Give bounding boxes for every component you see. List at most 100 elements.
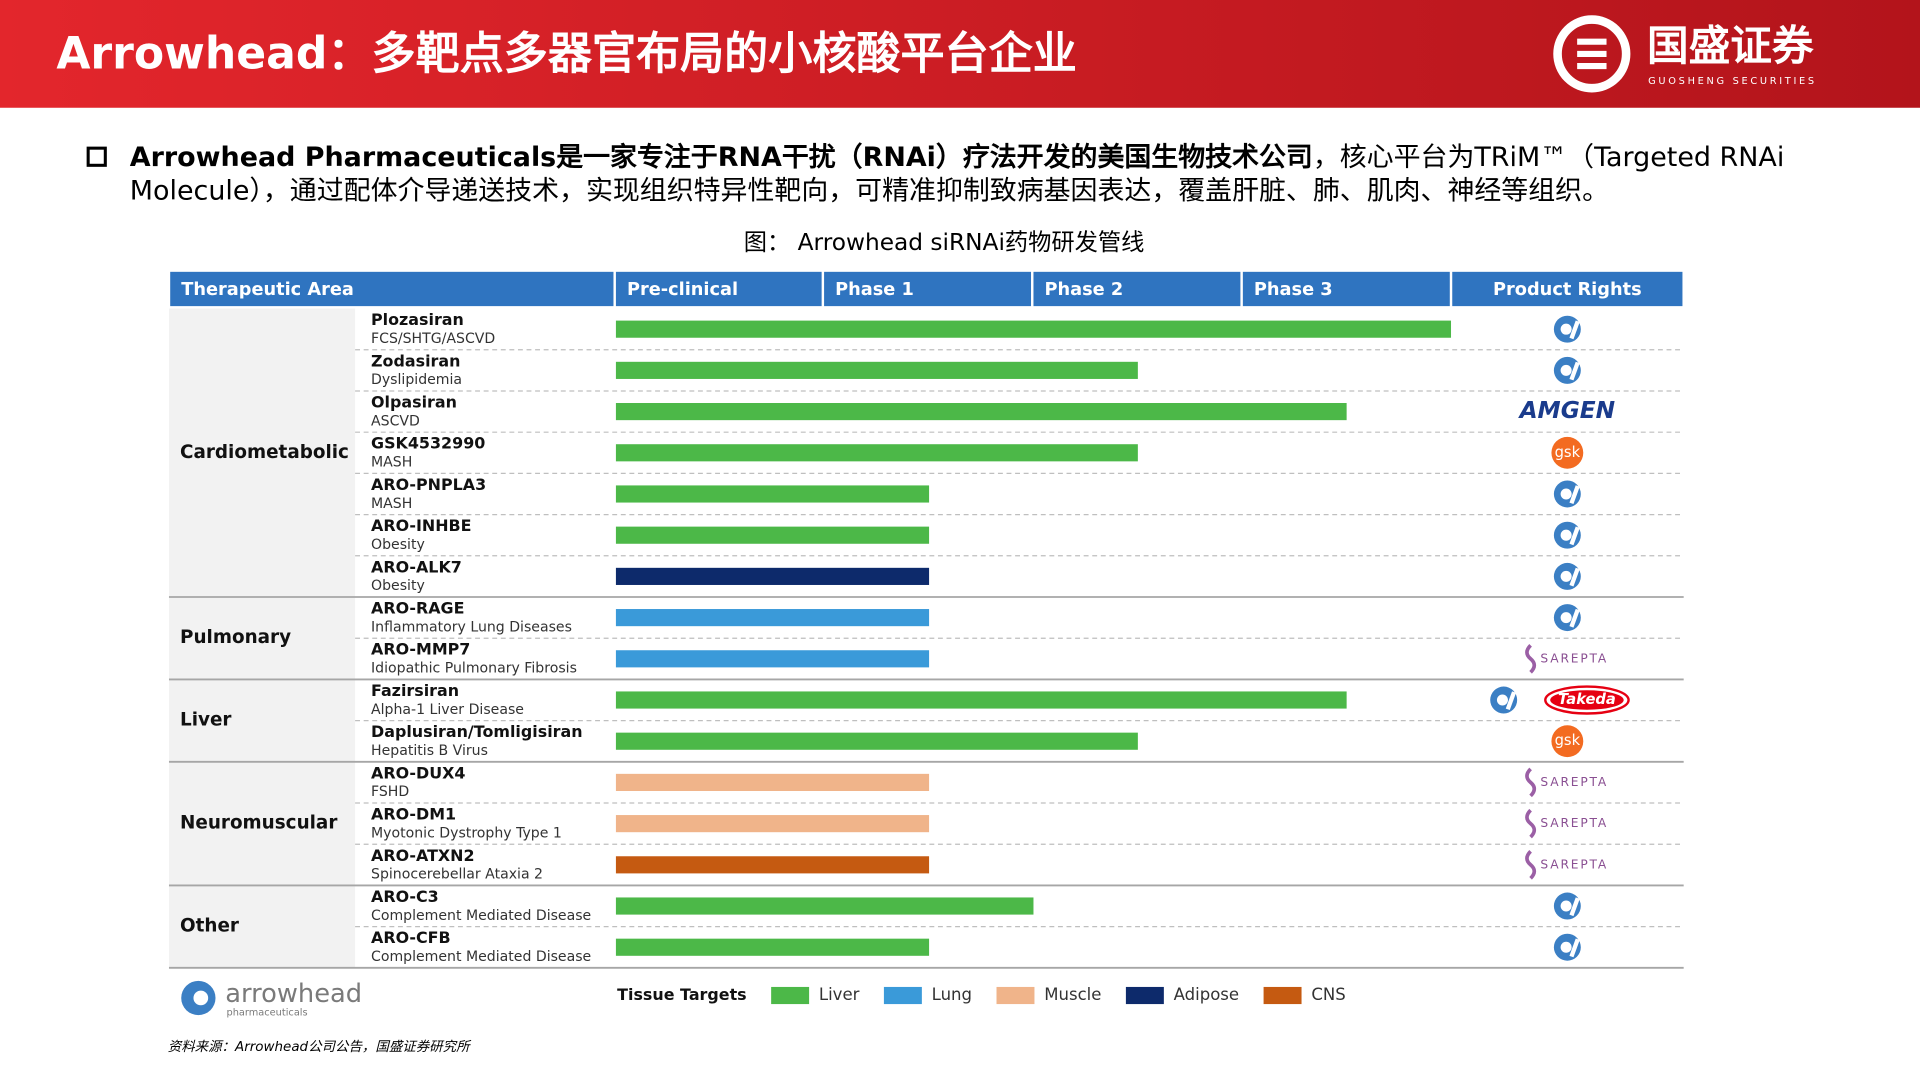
therapeutic-area: Neuromuscular [180, 813, 337, 834]
column-header: Pre-clinical [627, 280, 738, 300]
legend-swatch [883, 986, 922, 1005]
partner-mark [1525, 808, 1537, 839]
arrowhead-logo-inner [1560, 612, 1572, 624]
pipeline-bar [615, 526, 930, 544]
indication: ASCVD [371, 413, 420, 429]
therapeutic-area: Pulmonary [180, 627, 291, 648]
drug-name: Zodasiran [371, 351, 460, 370]
pipeline-bar [615, 815, 930, 833]
company-logo: arrowhead pharmaceuticals [181, 979, 362, 1019]
arrowhead-logo-inner [1560, 900, 1572, 912]
drug-name: ARO-ATXN2 [371, 846, 475, 865]
figure-caption: 图： Arrowhead siRNAi药物研发管线 [744, 229, 1145, 256]
indication: Complement Mediated Disease [371, 908, 591, 924]
brand-sub: GUOSHENG SECURITIES [1648, 76, 1817, 87]
header-cell [824, 271, 1032, 307]
partner-badge [1551, 725, 1584, 758]
arrowhead-logo-bar [1569, 320, 1580, 340]
pipeline-bar [615, 320, 1452, 338]
indication: FCS/SHTG/ASCVD [371, 331, 495, 347]
indication: MASH [371, 496, 412, 512]
drug-name: ARO-C3 [371, 887, 439, 906]
header-cell [170, 271, 614, 307]
intro-rest: ，核心平台为TRiM™（Targeted RNAi [1313, 141, 1784, 172]
pipeline-bar [615, 567, 930, 585]
drug-name: GSK4532990 [371, 434, 485, 453]
indication: Myotonic Dystrophy Type 1 [371, 825, 562, 841]
pipeline-bar [615, 691, 1347, 709]
legend-label: Adipose [1174, 985, 1239, 1004]
partner-logo: SAREPTA [1540, 651, 1608, 665]
bullet [86, 146, 107, 167]
drug-name: ARO-ALK7 [371, 557, 462, 576]
drug-name: ARO-MMP7 [371, 640, 470, 659]
intro-line: Molecule），通过配体介导递送技术，实现组织特异性靶向，可精准抑制致病基因… [130, 176, 1609, 207]
company-name: arrowhead [225, 979, 362, 1009]
arrowhead-logo-inner [1560, 529, 1572, 541]
drug-name: ARO-CFB [371, 928, 451, 947]
arrowhead-logo-inner [1560, 323, 1572, 335]
header-cell [1452, 271, 1683, 307]
pipeline-bar [615, 732, 1138, 750]
arrowhead-logo-bar [1569, 361, 1580, 381]
indication: Alpha-1 Liver Disease [371, 702, 524, 718]
header-cell [1242, 271, 1450, 307]
pipeline-bar [615, 773, 930, 791]
indication: Obesity [371, 537, 425, 553]
partner-logo: SAREPTA [1540, 775, 1608, 789]
legend-swatch [771, 986, 810, 1005]
column-header: Phase 3 [1254, 280, 1333, 300]
pipeline-bar [615, 650, 930, 668]
indication: Hepatitis B Virus [371, 743, 488, 759]
partner-mark [1525, 767, 1537, 798]
company-sub: pharmaceuticals [227, 1008, 308, 1019]
legend-title: Tissue Targets [617, 985, 747, 1004]
arrowhead-logo-bar [1569, 897, 1580, 917]
drug-name: ARO-PNPLA3 [371, 475, 486, 494]
indication: Dyslipidemia [371, 372, 462, 388]
intro-line: Arrowhead Pharmaceuticals是一家专注于RNA干扰（RNA… [130, 140, 1785, 172]
arrowhead-logo-bar [1569, 526, 1580, 546]
legend-swatch [1125, 986, 1164, 1005]
arrowhead-logo-bar [1569, 608, 1580, 628]
legend-swatch [1263, 986, 1302, 1005]
pipeline-bar [615, 856, 930, 874]
indication: MASH [371, 455, 412, 471]
partner-logo: gsk [1555, 444, 1581, 461]
column-header: Phase 1 [835, 280, 914, 300]
indication: Idiopathic Pulmonary Fibrosis [371, 661, 577, 677]
arrowhead-logo-inner [1560, 570, 1572, 582]
column-header: Therapeutic Area [181, 280, 354, 300]
arrowhead-logo-inner [1560, 364, 1572, 376]
pipeline-bar [615, 938, 930, 956]
legend-label: Liver [819, 985, 860, 1004]
source-note: 资料来源：Arrowhead公司公告，国盛证券研究所 [168, 1039, 472, 1055]
column-header: Phase 2 [1044, 280, 1123, 300]
drug-name: ARO-RAGE [371, 599, 464, 618]
indication: Spinocerebellar Ataxia 2 [371, 867, 543, 883]
legend-swatch [996, 986, 1035, 1005]
legend-label: CNS [1311, 985, 1345, 1004]
arrowhead-logo-inner [1496, 694, 1508, 706]
area-column [168, 308, 356, 968]
pipeline-bar [615, 444, 1138, 462]
partner-mark [1525, 850, 1537, 880]
pipeline-bar [615, 361, 1138, 379]
partner-logo: AMGEN [1518, 397, 1616, 424]
partner-mark [1525, 644, 1537, 674]
legend-label: Lung [932, 985, 972, 1004]
slide-title: Arrowhead：多靶点多器官布局的小核酸平台企业 [56, 28, 1077, 79]
brand-logo: 国盛证券 GUOSHENG SECURITIES [1553, 15, 1817, 93]
pipeline-bar [615, 609, 930, 627]
column-header: Product Rights [1493, 280, 1642, 300]
drug-name: Plozasiran [371, 310, 464, 329]
header-cell [1033, 271, 1241, 307]
intro-bold: Arrowhead Pharmaceuticals是一家专注于RNA干扰（RNA… [130, 140, 1313, 172]
drug-name: ARO-INHBE [371, 516, 472, 535]
drug-name: ARO-DM1 [371, 805, 456, 824]
arrowhead-logo-inner [1560, 941, 1572, 953]
partner-logo: SAREPTA [1540, 857, 1608, 871]
drug-name: Daplusiran/Tomligisiran [371, 722, 583, 741]
